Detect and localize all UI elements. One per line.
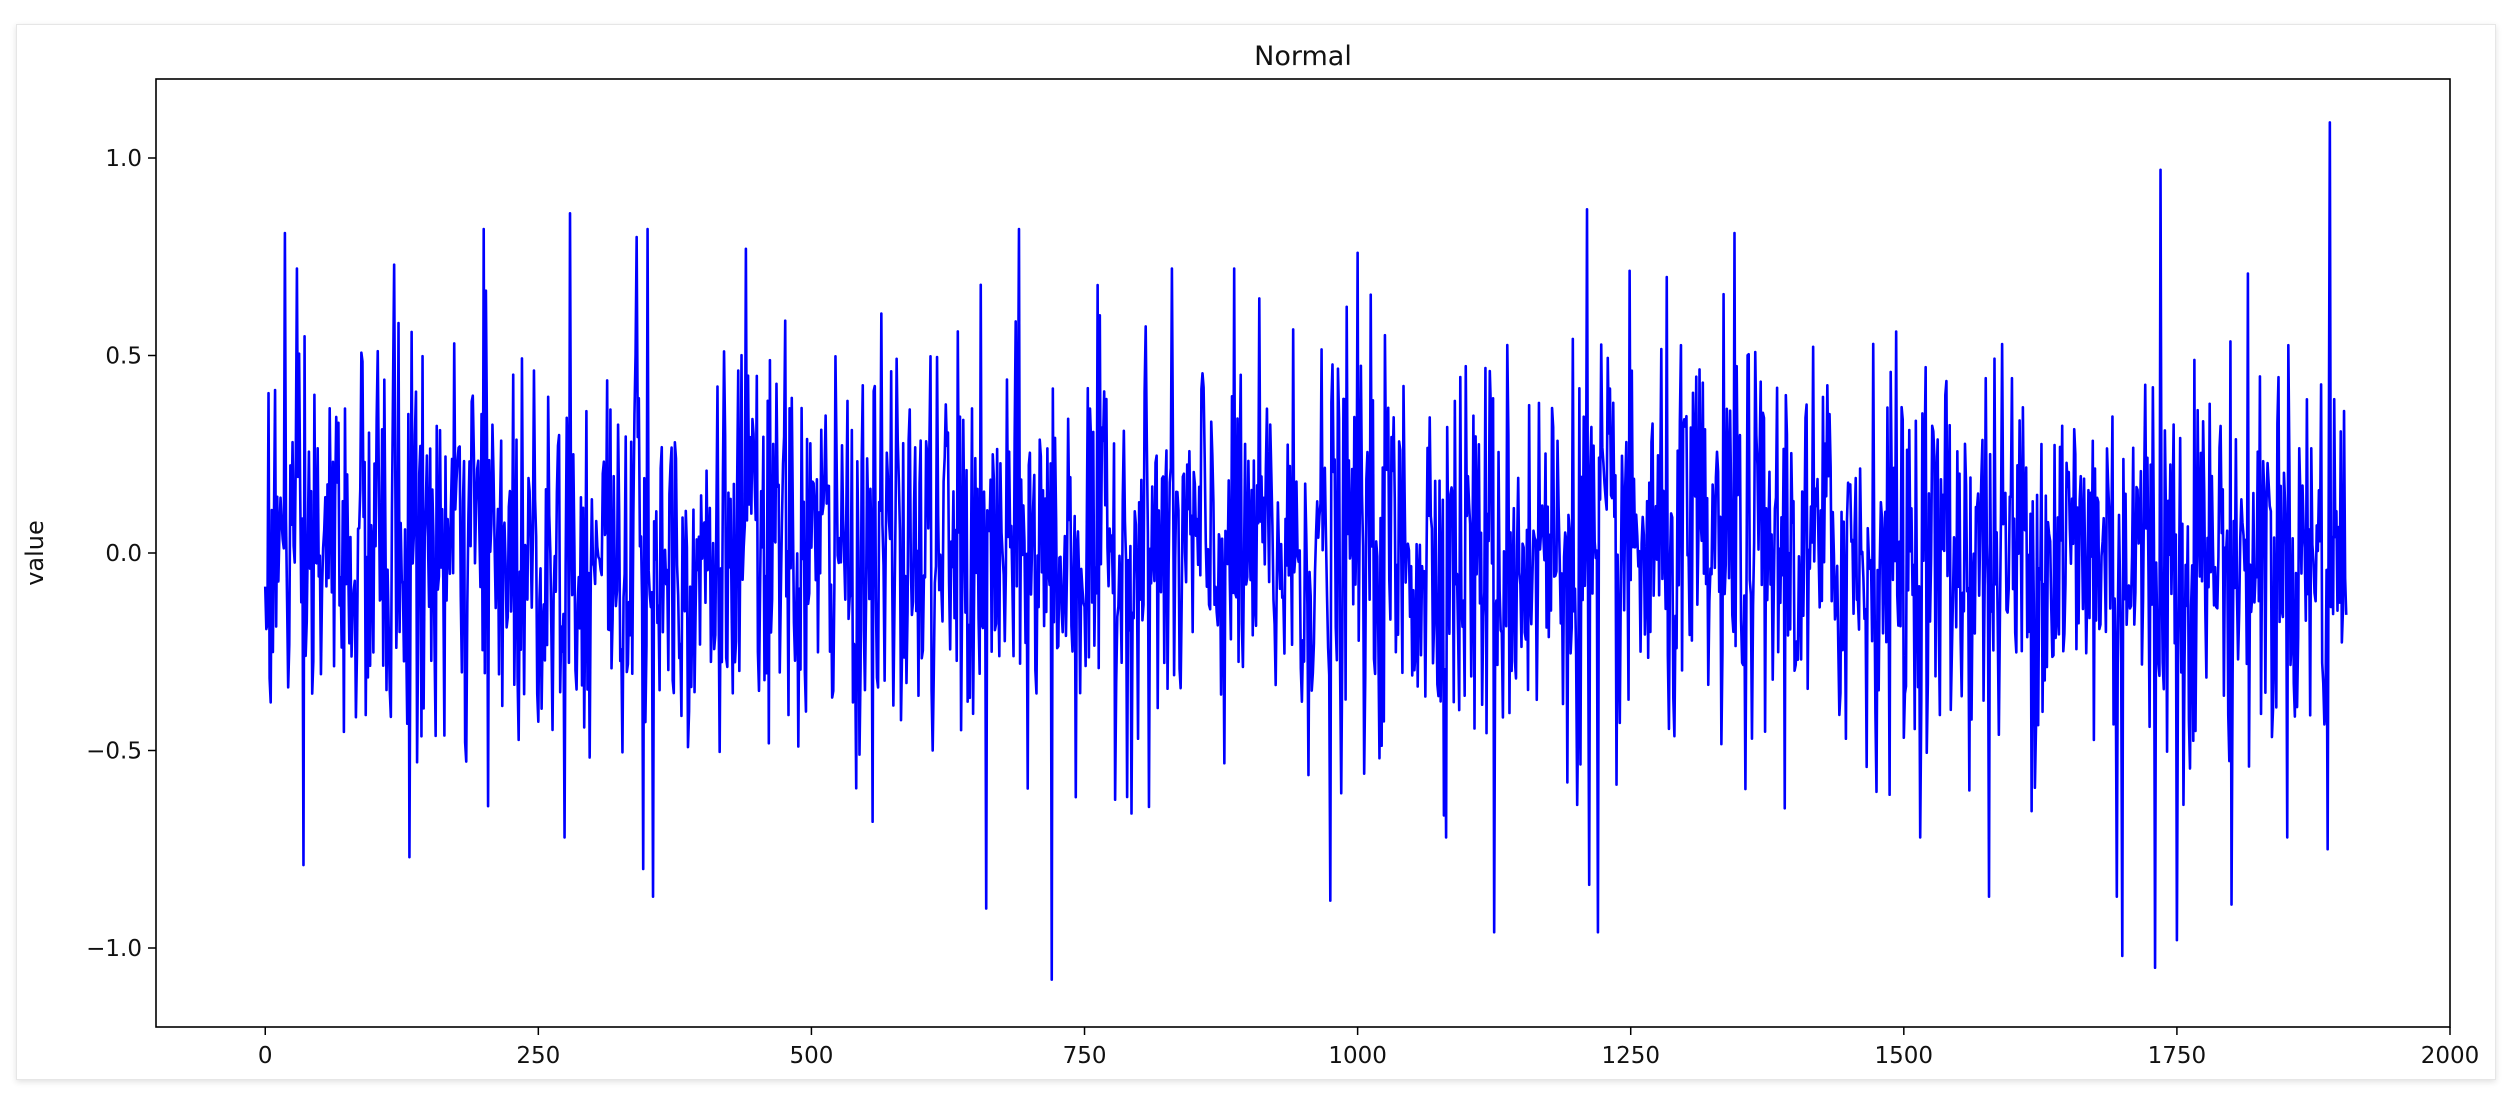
x-tick-label: 1000 bbox=[1328, 1043, 1387, 1069]
x-tick-label: 1750 bbox=[2148, 1043, 2207, 1069]
x-axis: 0 250 500 750 1000 1250 1500 1750 2000 bbox=[258, 1027, 2479, 1069]
x-tick-label: 250 bbox=[516, 1043, 560, 1069]
line-chart: 0 250 500 750 1000 1250 1500 1750 2000 1.0 0.5 0.0… bbox=[21, 41, 2479, 1069]
y-tick-label: −1.0 bbox=[86, 936, 142, 962]
y-tick-label: −0.5 bbox=[86, 739, 142, 765]
y-axis: 1.0 0.5 0.0 −0.5 −1.0 bbox=[86, 146, 156, 962]
x-tick-label: 500 bbox=[789, 1043, 833, 1069]
chart-title: Normal bbox=[1254, 41, 1352, 72]
series-line bbox=[263, 121, 2348, 981]
x-tick-label: 2000 bbox=[2421, 1043, 2480, 1069]
x-tick-label: 0 bbox=[258, 1043, 273, 1069]
y-axis-label: value bbox=[21, 520, 49, 586]
y-tick-label: 1.0 bbox=[105, 146, 142, 172]
y-tick-label: 0.5 bbox=[105, 344, 142, 370]
chart-card: 0 250 500 750 1000 1250 1500 1750 2000 1.0 0.5 0.0… bbox=[16, 24, 2496, 1080]
x-tick-label: 750 bbox=[1063, 1043, 1107, 1069]
x-tick-label: 1250 bbox=[1601, 1043, 1660, 1069]
x-tick-label: 1500 bbox=[1875, 1043, 1934, 1069]
series-layer bbox=[263, 121, 2348, 981]
y-tick-label: 0.0 bbox=[105, 541, 142, 567]
